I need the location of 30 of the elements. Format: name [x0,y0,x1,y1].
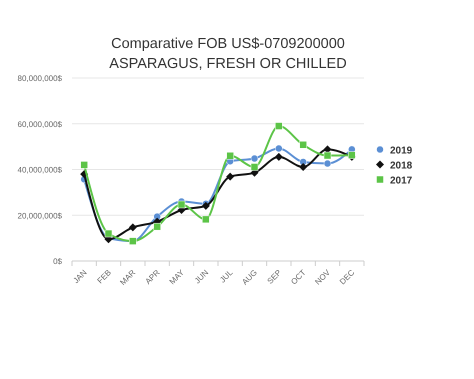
legend-label: 2017 [390,176,413,186]
legend-label: 2018 [390,160,413,172]
y-tick-label: 60,000,000$ [18,120,63,129]
legend-label: 2019 [390,146,413,156]
point [250,163,258,171]
x-tick-label: JUL [218,268,235,284]
x-tick-label: FEB [96,268,113,286]
y-tick-label: 40,000,000$ [18,166,63,174]
y-tick-label: 20,000,000$ [18,211,63,220]
point [275,144,283,152]
point [128,223,137,232]
point [80,161,88,169]
point [202,216,210,224]
point [299,141,307,149]
point [153,222,161,230]
y-tick-label: 0$ [53,257,63,266]
point [274,152,283,161]
chart-title: Comparative FOB US$-0709200000 ASPARAGUS, FRESH OR CHILLED [109,36,347,72]
point [104,230,112,238]
point [250,154,258,162]
x-tick-label: JAN [72,268,89,286]
y-tick-label: 80,000,000$ [18,74,63,83]
point [324,152,332,160]
point [275,122,283,130]
point [299,162,308,171]
point [324,160,332,168]
x-tick-label: SEP [266,268,284,286]
point [226,172,234,181]
point [178,200,186,208]
point [226,152,234,160]
